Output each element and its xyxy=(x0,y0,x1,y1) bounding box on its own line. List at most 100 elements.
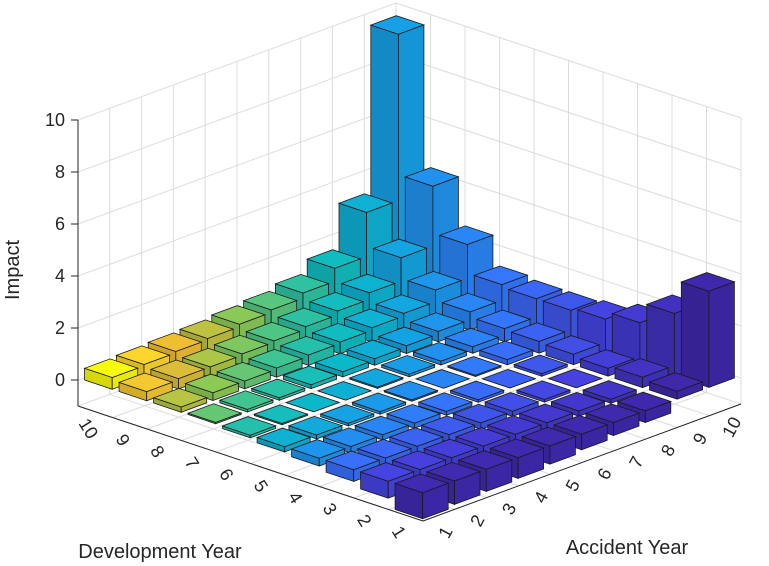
bar-top xyxy=(512,354,569,375)
bar-top xyxy=(372,238,428,259)
bar-top xyxy=(478,340,535,361)
bar-top xyxy=(449,380,505,401)
x-tick-label: 3 xyxy=(498,500,520,518)
grid-line xyxy=(395,106,742,223)
bar xyxy=(287,415,344,440)
x-tick-label: 6 xyxy=(593,465,615,483)
bar-top xyxy=(443,327,500,348)
bar xyxy=(550,391,606,417)
bar-top xyxy=(406,270,463,291)
bar-top xyxy=(218,390,275,410)
x-tick-label: 4 xyxy=(530,488,552,506)
bar-top xyxy=(287,415,344,436)
bar-top xyxy=(550,391,606,412)
bar-top xyxy=(616,391,673,412)
bar xyxy=(215,361,272,390)
bar-top xyxy=(510,322,566,342)
bar-top xyxy=(115,345,171,365)
grid-line xyxy=(77,158,397,277)
bar xyxy=(680,272,736,388)
bar-top xyxy=(579,349,635,369)
bar-top xyxy=(380,355,436,375)
grid-line xyxy=(395,54,742,171)
bar-top xyxy=(383,380,439,401)
bar xyxy=(449,380,505,403)
z-tick-label: 10 xyxy=(45,110,65,130)
bar xyxy=(446,356,503,378)
bar xyxy=(481,368,537,389)
bar-top xyxy=(581,380,638,400)
bar xyxy=(348,368,405,389)
x-tick-label: 5 xyxy=(562,476,584,494)
bar xyxy=(377,326,434,355)
bar-top xyxy=(680,272,736,292)
bar-top xyxy=(441,292,497,313)
bar-top xyxy=(255,427,312,448)
bar xyxy=(218,390,275,413)
bar xyxy=(581,380,638,404)
bar-top xyxy=(311,322,367,343)
bar-top xyxy=(547,368,604,389)
y-tick-label: 5 xyxy=(250,477,272,496)
bar xyxy=(648,372,704,400)
bar-top xyxy=(412,342,468,362)
bar-top xyxy=(210,305,267,325)
bar-top xyxy=(178,319,235,339)
bar-top xyxy=(521,426,577,447)
y-axis-label: Development Year xyxy=(78,541,242,563)
bar-top xyxy=(475,309,532,330)
bar xyxy=(319,404,376,427)
bar-top xyxy=(385,404,442,424)
bar xyxy=(385,404,442,429)
bar-top xyxy=(149,359,206,380)
bar-top xyxy=(117,372,174,393)
y-axis-line xyxy=(77,405,424,522)
bar-top xyxy=(648,372,704,392)
bar xyxy=(221,416,277,439)
bar-top xyxy=(253,404,309,424)
bar xyxy=(380,355,436,378)
z-tick-label: 8 xyxy=(55,162,65,182)
bar xyxy=(414,369,471,389)
bar-top xyxy=(552,415,609,435)
y-tick-label: 7 xyxy=(181,454,203,473)
bar-top xyxy=(305,249,362,269)
bar-top xyxy=(213,334,269,355)
bar-top xyxy=(489,438,545,459)
bar-top xyxy=(290,439,346,459)
bar xyxy=(152,387,208,413)
bar-top xyxy=(393,473,450,494)
x-tick-label: 9 xyxy=(689,430,711,448)
bar xyxy=(547,368,604,389)
bar-top xyxy=(457,450,514,470)
bar xyxy=(316,381,373,401)
bar-top xyxy=(515,380,572,400)
bar-top xyxy=(282,365,338,386)
bar-top xyxy=(83,358,139,378)
bar-face xyxy=(680,281,710,388)
z-tick-label: 2 xyxy=(55,318,65,338)
x-axis-label: Accident Year xyxy=(566,537,689,559)
bar-top xyxy=(422,438,479,459)
bar-top xyxy=(374,294,431,314)
bar-top xyxy=(284,392,341,413)
bar-top xyxy=(184,373,240,394)
bar-top xyxy=(483,392,540,412)
bar-top xyxy=(242,290,298,311)
bar xyxy=(383,380,439,402)
bar-top xyxy=(584,403,641,423)
bar-top xyxy=(481,368,537,389)
bar-top xyxy=(414,369,471,389)
z-tick-label: 0 xyxy=(55,370,65,390)
x-tick-label: 7 xyxy=(625,453,647,471)
bar-top xyxy=(391,450,447,470)
bar xyxy=(393,473,450,520)
bar-top xyxy=(215,361,272,382)
bar xyxy=(284,392,341,413)
y-tick-label: 3 xyxy=(319,500,341,519)
bar-top xyxy=(446,356,503,376)
bar xyxy=(478,340,535,366)
bar-top xyxy=(340,273,397,294)
bar xyxy=(412,342,468,366)
bar-top xyxy=(409,312,466,332)
